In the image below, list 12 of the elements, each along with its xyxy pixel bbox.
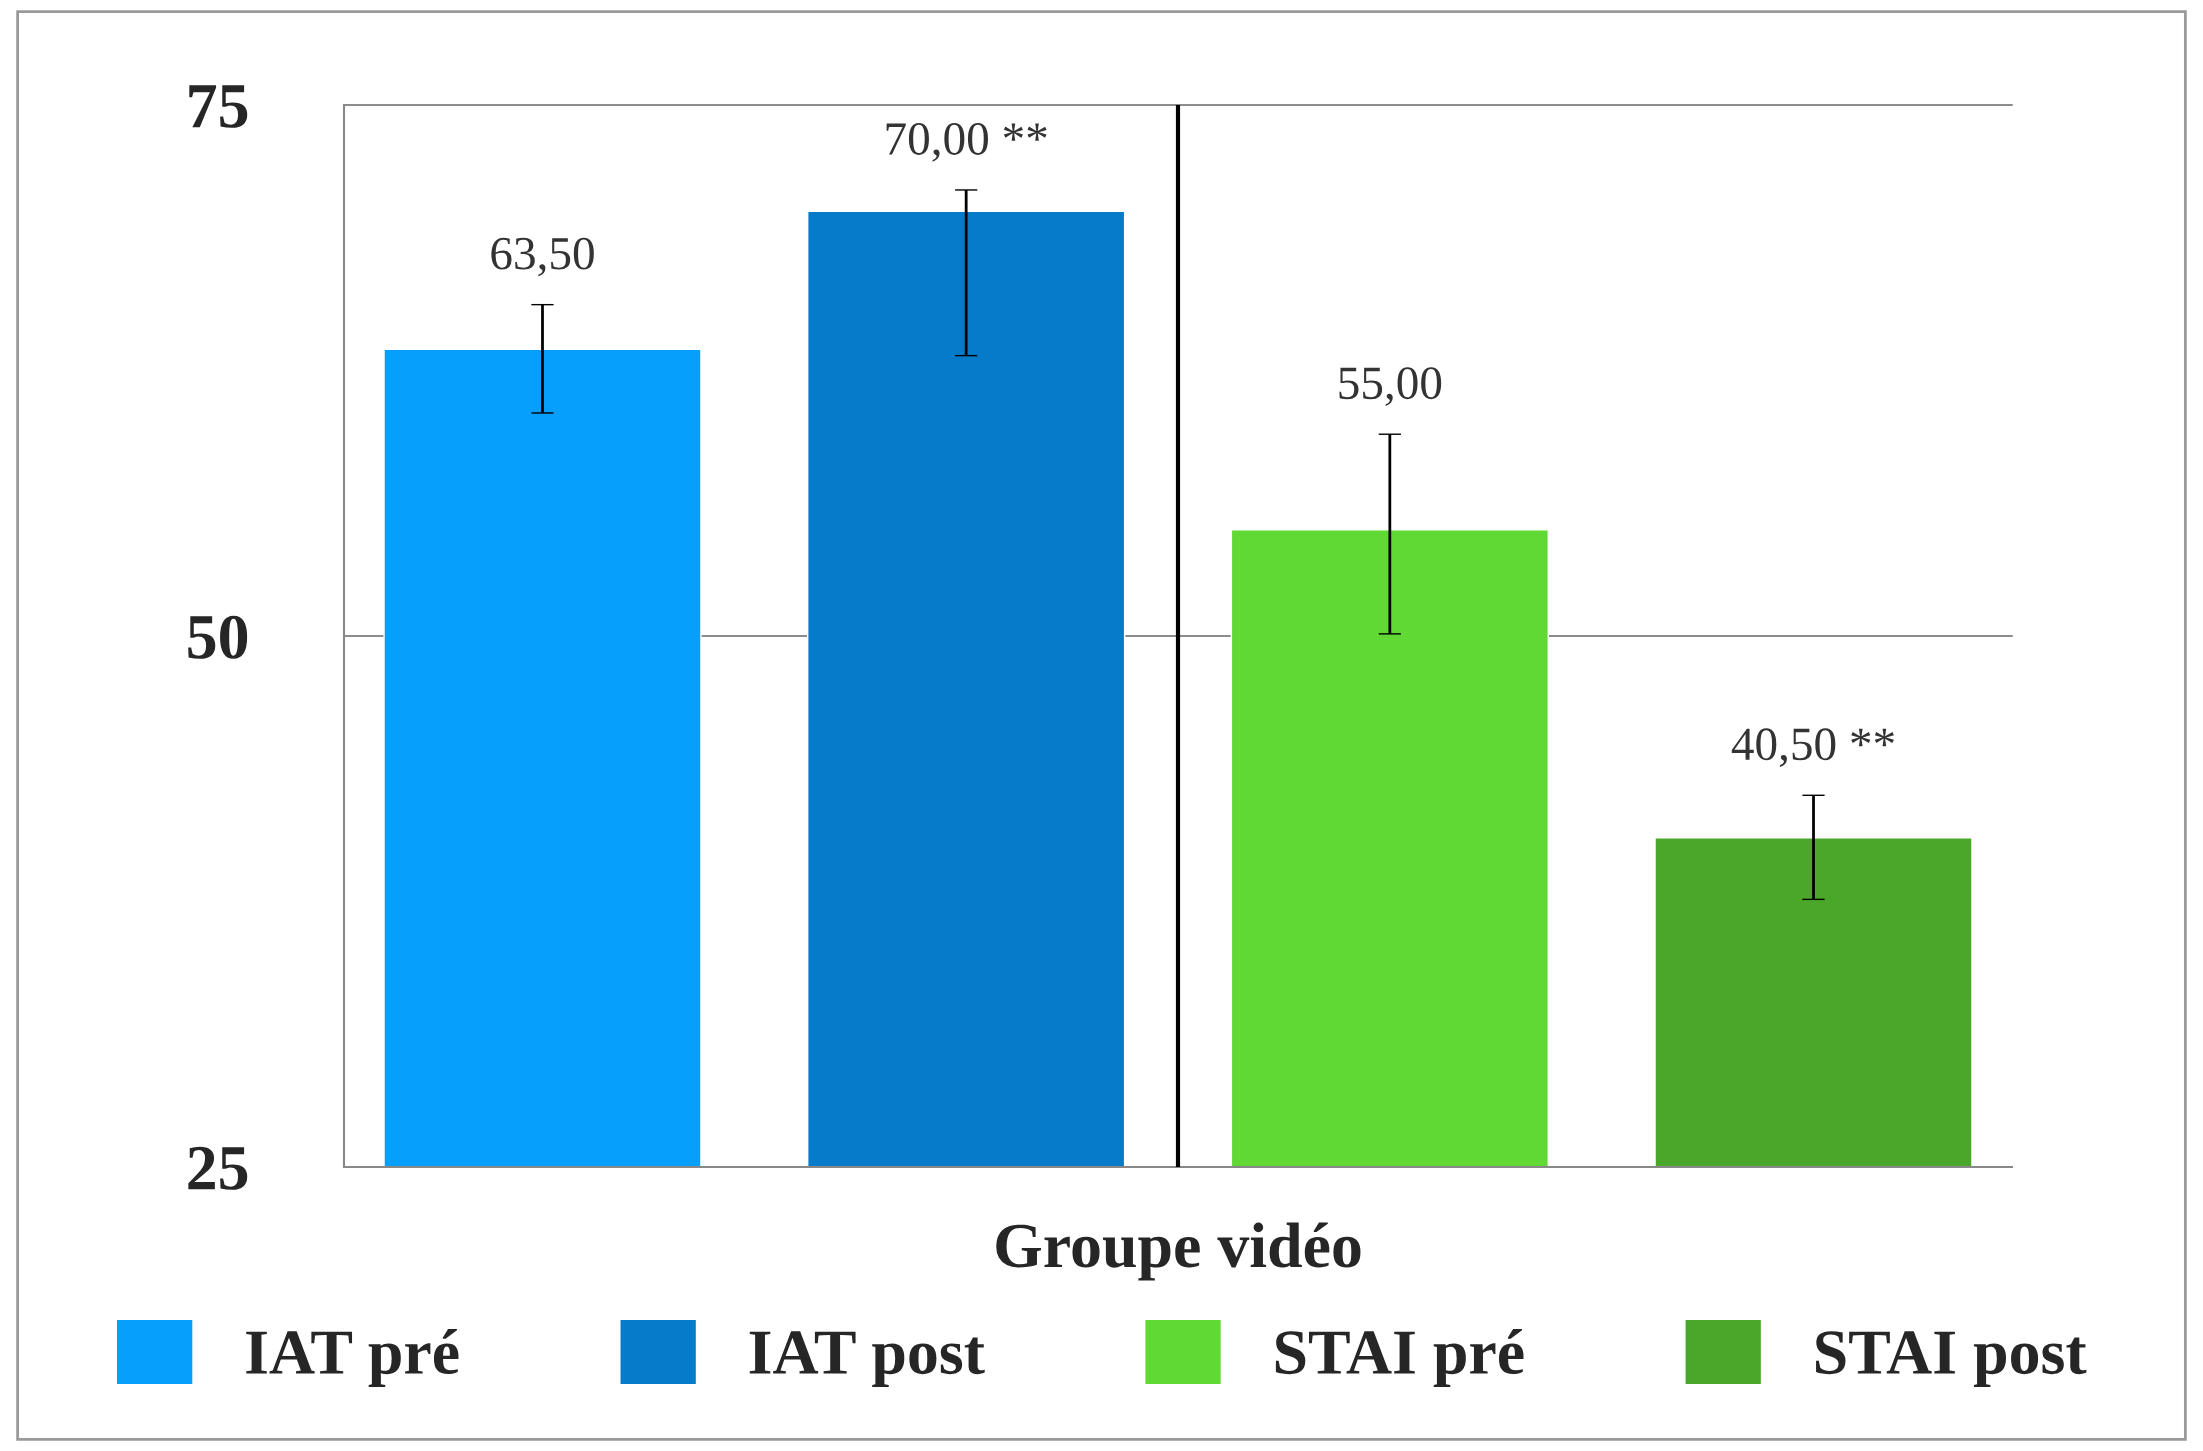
data-label: 40,50 ** bbox=[1731, 728, 1894, 768]
data-label: 55,00 bbox=[1339, 367, 1442, 406]
legend-label: IAT post bbox=[749, 1331, 985, 1388]
legend-label: STAI pré bbox=[1275, 1329, 1524, 1388]
x-tick-label: Groupe vidéo bbox=[996, 1222, 1361, 1281]
data-label: 63,50 bbox=[491, 237, 594, 277]
y-tick-label: 25 bbox=[188, 1146, 248, 1190]
y-tick-label: 75 bbox=[189, 85, 248, 128]
data-label: 70,00 ** bbox=[886, 123, 1047, 162]
y-tick-label: 50 bbox=[188, 615, 248, 659]
legend-label: IAT pré bbox=[246, 1329, 459, 1388]
legend-label: STAI post bbox=[1816, 1331, 2087, 1388]
